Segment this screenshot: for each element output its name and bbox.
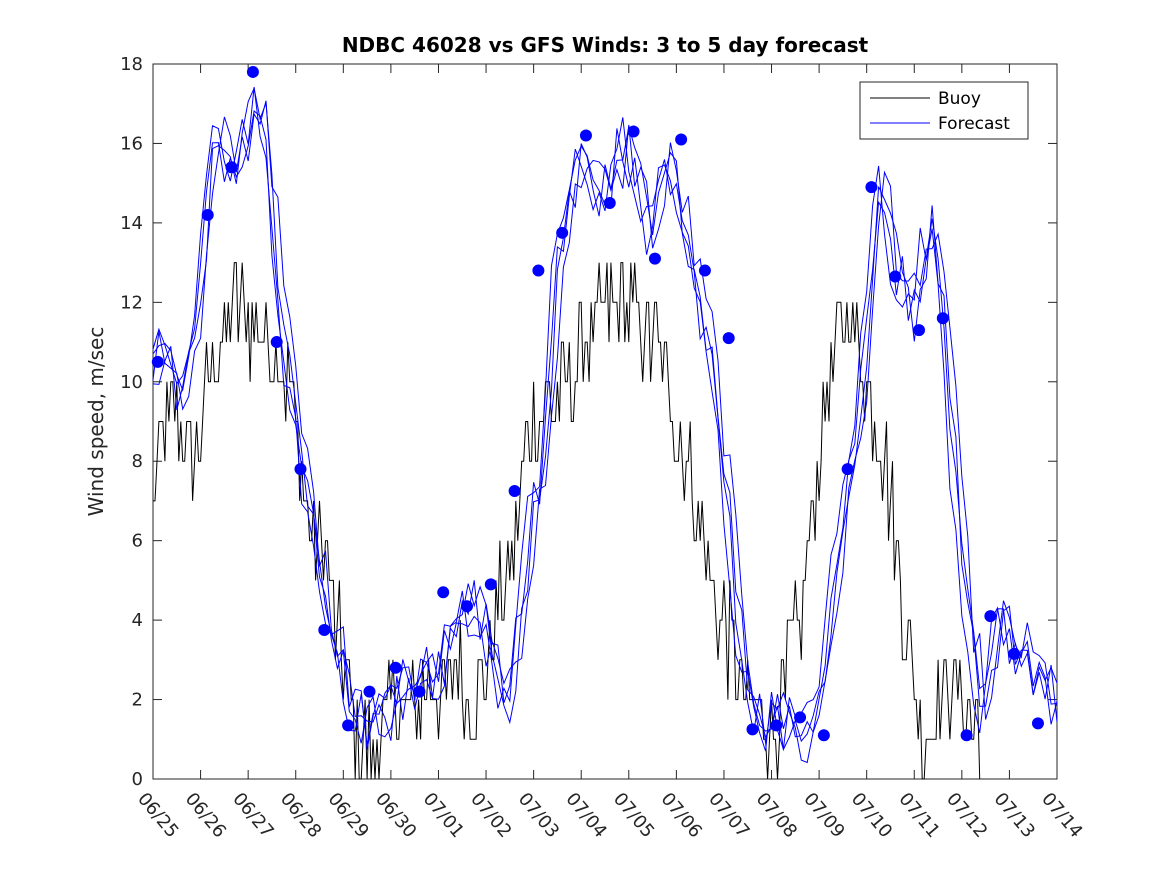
y-tick-label: 4 [132, 610, 143, 631]
forecast-point [246, 65, 259, 78]
forecast-point [413, 685, 426, 698]
forecast-point [603, 197, 616, 210]
y-tick-label: 8 [132, 451, 143, 472]
forecast-point [294, 463, 307, 476]
forecast-point [936, 312, 949, 325]
y-tick-label: 6 [132, 531, 143, 552]
y-tick-label: 14 [120, 213, 143, 234]
forecast-point [841, 463, 854, 476]
forecast-point [817, 729, 830, 742]
forecast-point [627, 125, 640, 138]
legend-forecast-label: Forecast [938, 114, 1010, 134]
y-tick-label: 12 [120, 292, 143, 313]
axis-ticks [152, 63, 1058, 780]
forecast-point [342, 719, 355, 732]
legend-buoy-label: Buoy [938, 89, 981, 109]
legend-box [859, 81, 1029, 140]
forecast-point [913, 324, 926, 337]
forecast-point [556, 226, 569, 239]
forecast-point [151, 355, 164, 368]
forecast-point [461, 600, 474, 613]
forecast-point [675, 133, 688, 146]
buoy-series-line [153, 262, 981, 780]
forecast-point [389, 661, 402, 674]
legend: Buoy Forecast [859, 81, 1029, 140]
forecast-point [1008, 647, 1021, 660]
forecast-point [698, 264, 711, 277]
forecast-point [1031, 717, 1044, 730]
forecast-point [318, 624, 331, 637]
forecast-point [225, 161, 238, 174]
forecast-point [770, 719, 783, 732]
y-axis-label: Wind speed, m/sec [84, 327, 108, 517]
forecast-point [648, 252, 661, 265]
forecast-point [889, 270, 902, 283]
forecast-point [484, 578, 497, 591]
forecast-point [722, 332, 735, 345]
y-tick-label: 10 [120, 372, 143, 393]
y-tick-label: 18 [120, 54, 143, 75]
forecast-points-layer [151, 65, 1044, 742]
forecast-point [363, 685, 376, 698]
forecast-point [532, 264, 545, 277]
forecast-point [960, 729, 973, 742]
forecast-point [984, 610, 997, 623]
forecast-point [201, 208, 214, 221]
y-tick-label: 0 [132, 769, 143, 790]
forecast-point [794, 711, 807, 724]
forecast-point [579, 129, 592, 142]
forecast-point [746, 723, 759, 736]
y-tick-label: 2 [132, 690, 143, 711]
chart-title: NDBC 46028 vs GFS Winds: 3 to 5 day fore… [342, 33, 869, 57]
forecast-point [437, 586, 450, 599]
y-tick-label: 16 [120, 133, 143, 154]
plot-area-frame [152, 63, 1058, 780]
forecast-point [508, 485, 521, 498]
forecast-point [865, 181, 878, 194]
forecast-point [270, 336, 283, 349]
